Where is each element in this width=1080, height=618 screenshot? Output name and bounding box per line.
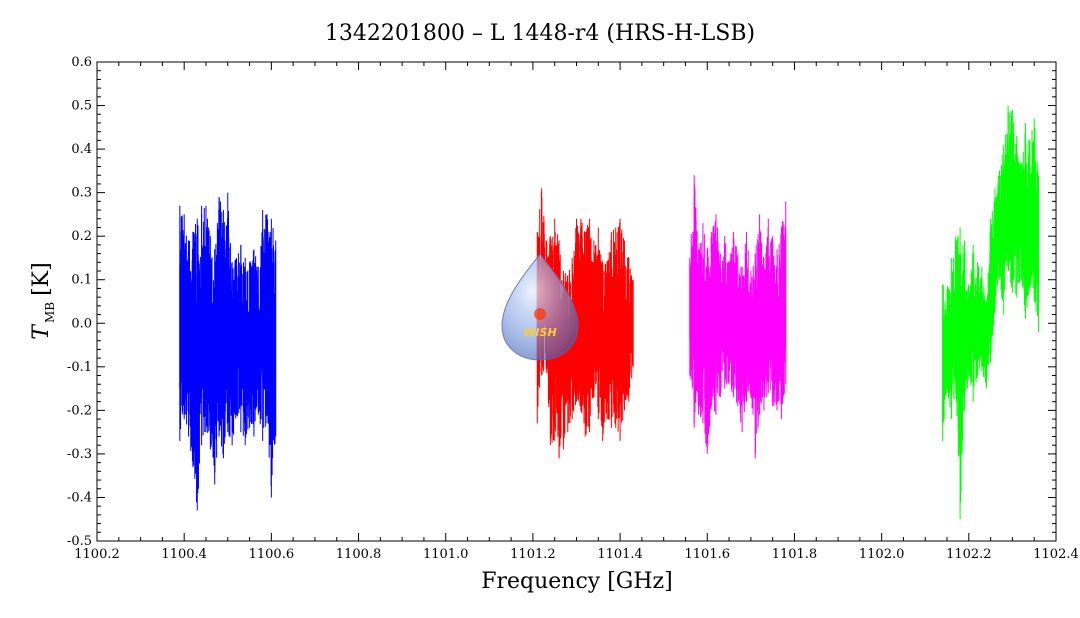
axes: 1100.2 1100.4 1100.6 1100.8 1101.0 1101.2 1101… xyxy=(67,55,1079,562)
x-tick-label: 1102.2 xyxy=(946,547,992,562)
x-tick-label: 1102.0 xyxy=(859,547,905,562)
y-tick-label: 0.6 xyxy=(71,55,92,70)
y-tick-label: -0.1 xyxy=(67,360,92,375)
y-tick-label: 0.4 xyxy=(71,142,92,157)
y-tick-label: 0.3 xyxy=(71,186,92,201)
y-tick-label: 0.0 xyxy=(71,316,92,331)
plot-area xyxy=(179,105,1040,520)
y-tick-label: -0.3 xyxy=(67,447,92,462)
y-tick-label: -0.5 xyxy=(67,534,92,549)
x-tick-label: 1101.0 xyxy=(423,547,469,562)
y-tick-label: -0.4 xyxy=(67,490,92,505)
y-axis-label-unit: [K] xyxy=(29,262,54,296)
y-tick-label: 0.1 xyxy=(71,273,92,288)
x-tick-label: 1101.8 xyxy=(772,547,818,562)
x-tick-label: 1100.8 xyxy=(336,547,382,562)
x-tick-label: 1102.4 xyxy=(1033,547,1079,562)
series-1 xyxy=(179,192,277,511)
x-tick-label: 1100.2 xyxy=(74,547,120,562)
svg-text:TMB[K]: TMB [K] xyxy=(29,262,57,339)
x-tick-label: 1101.4 xyxy=(597,547,643,562)
x-axis-label: Frequency [GHz] xyxy=(481,569,673,594)
y-axis-label-sub: MB xyxy=(43,302,57,323)
y-axis-label-main: T xyxy=(29,323,54,340)
x-tick-label: 1100.6 xyxy=(249,547,295,562)
series-4 xyxy=(942,105,1040,520)
series-3 xyxy=(689,175,787,459)
x-tick-label: 1101.6 xyxy=(685,547,731,562)
wish-logo: WISH xyxy=(501,253,579,361)
chart-title: 1342201800 – L 1448-r4 (HRS-H-LSB) xyxy=(325,21,755,46)
wish-logo-text: WISH xyxy=(523,326,556,339)
y-tick-label: 0.5 xyxy=(71,99,92,114)
y-tick-label: 0.2 xyxy=(71,229,92,244)
x-tick-label: 1100.4 xyxy=(161,547,207,562)
x-tick-label: 1101.2 xyxy=(510,547,556,562)
y-axis-label: TMB [K] xyxy=(29,262,57,339)
y-tick-label: -0.2 xyxy=(67,403,92,418)
